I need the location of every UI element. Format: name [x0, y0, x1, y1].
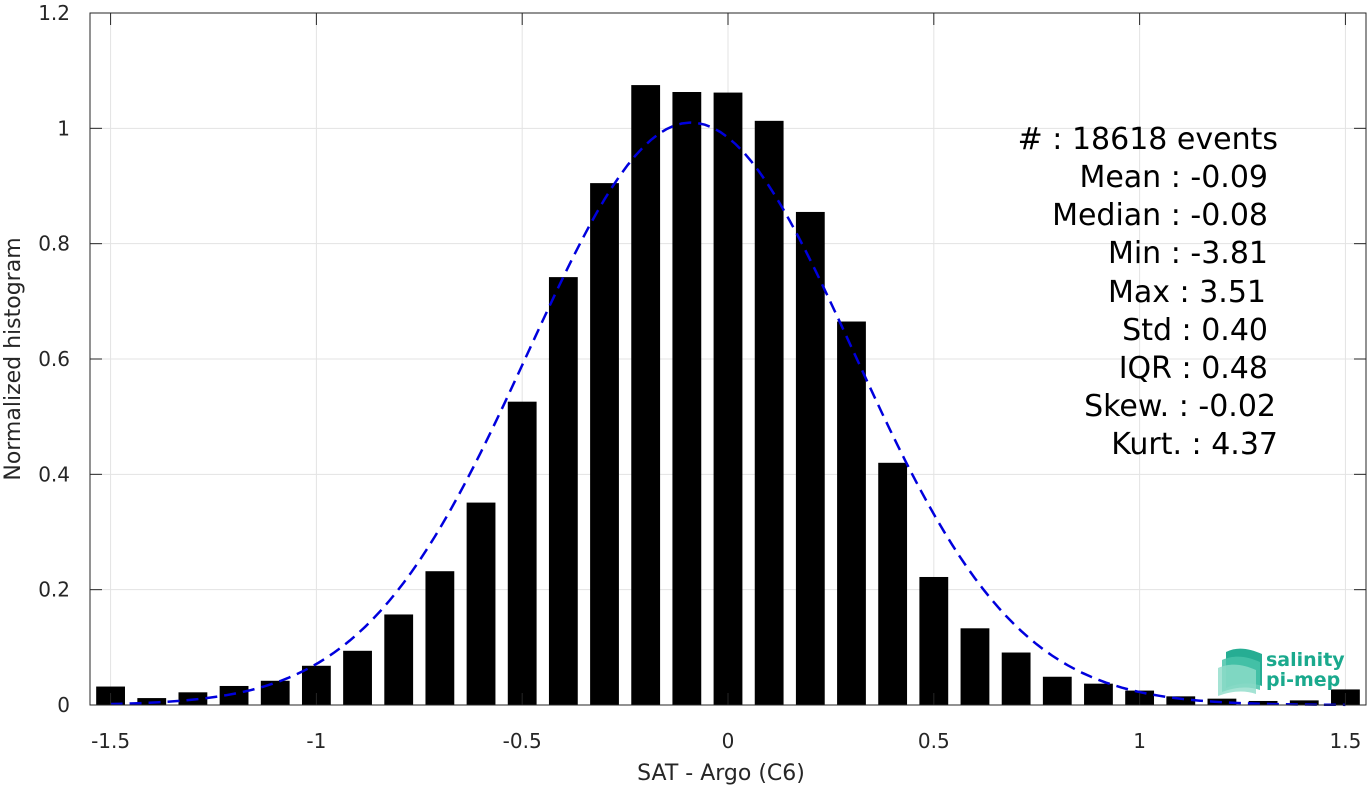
histogram-bar	[795, 211, 825, 705]
logo-mark-icon	[1218, 648, 1262, 696]
histogram-bar	[1042, 676, 1072, 705]
y-tick-label: 1	[57, 116, 70, 140]
histogram-bar	[960, 628, 990, 705]
stat-iqr: IQR : 0.48	[1119, 351, 1268, 386]
histogram-bar	[260, 680, 290, 705]
statistics-annotation: # : 18618 events Mean : -0.09 Median : -…	[1018, 122, 1278, 462]
x-tick-label: -1.5	[91, 729, 130, 753]
histogram-bar	[507, 401, 537, 705]
stat-events: # : 18618 events	[1018, 122, 1278, 157]
salinity-pi-mep-logo: salinity pi-mep	[1218, 648, 1345, 696]
y-tick-label: 0.2	[38, 578, 70, 602]
y-tick-label: 0	[57, 693, 70, 717]
histogram-bar	[425, 571, 455, 705]
histogram-bar	[672, 92, 702, 705]
histogram-bars	[96, 85, 1360, 706]
stat-mean: Mean : -0.09	[1079, 160, 1268, 195]
histogram-bar	[548, 277, 578, 705]
histogram-bar	[837, 321, 866, 705]
stat-max: Max : 3.51	[1108, 275, 1266, 310]
x-tick-label: 0	[722, 729, 735, 753]
histogram-bar	[1289, 700, 1319, 705]
x-tick-label: -0.5	[503, 729, 542, 753]
axis-ticks: -1.5 -1 -0.5 0 0.5 1 1.5 0 0.2 0.4 0.6 0.8 1 1.2	[38, 1, 1366, 753]
y-tick-label: 1.2	[38, 1, 70, 25]
histogram-bar	[466, 502, 496, 705]
histogram-bar	[1084, 683, 1113, 705]
stat-skew: Skew. : -0.02	[1084, 389, 1276, 424]
logo-text-pi-mep: pi-mep	[1266, 669, 1340, 691]
histogram-bar	[343, 650, 372, 705]
histogram-bar	[878, 462, 908, 705]
y-axis-title: Normalized histogram	[1, 237, 26, 480]
stat-min: Min : -3.81	[1108, 236, 1268, 271]
gaussian-fit-curve	[110, 121, 1346, 707]
x-axis-title: SAT - Argo (C6)	[637, 761, 805, 786]
x-tick-label: -1	[306, 729, 326, 753]
stat-median: Median : -0.08	[1052, 198, 1268, 233]
stat-kurt: Kurt. : 4.37	[1111, 427, 1278, 462]
histogram-bar	[384, 614, 414, 705]
histogram-bar	[754, 120, 784, 705]
histogram-bar	[1001, 652, 1031, 705]
histogram-bar	[1248, 700, 1278, 705]
histogram-bar	[1207, 698, 1237, 705]
y-tick-label: 0.8	[38, 232, 70, 256]
x-tick-label: 1	[1133, 729, 1146, 753]
histogram-bar	[1166, 696, 1196, 705]
stat-std: Std : 0.40	[1122, 313, 1268, 348]
x-tick-label: 1.5	[1330, 729, 1362, 753]
histogram-bar	[219, 685, 249, 705]
histogram-bar	[590, 183, 619, 705]
logo-text-salinity: salinity	[1266, 649, 1345, 671]
y-tick-label: 0.6	[38, 347, 70, 371]
histogram-bar	[713, 92, 743, 705]
histogram-bar	[919, 576, 949, 705]
histogram-bar	[631, 85, 661, 706]
y-tick-label: 0.4	[38, 462, 70, 486]
x-tick-label: 0.5	[918, 729, 950, 753]
